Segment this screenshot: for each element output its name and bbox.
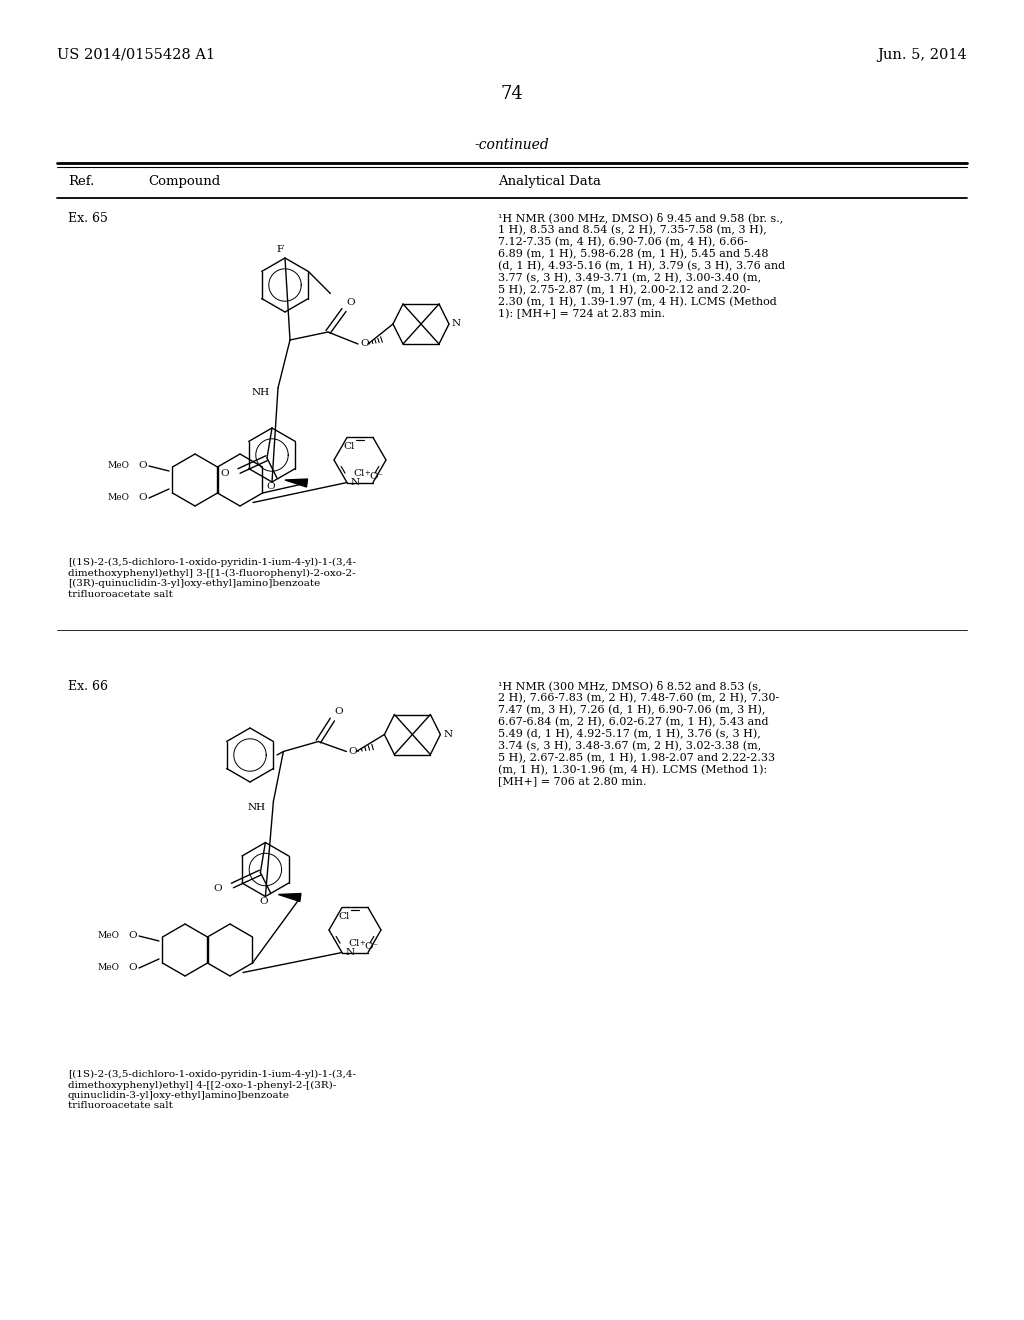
Text: O: O bbox=[128, 964, 137, 973]
Text: Cl: Cl bbox=[353, 469, 365, 478]
Text: Ex. 66: Ex. 66 bbox=[68, 680, 108, 693]
Text: -continued: -continued bbox=[475, 139, 549, 152]
Text: Ref.: Ref. bbox=[68, 176, 94, 187]
Text: MeO: MeO bbox=[106, 494, 129, 503]
Text: N: N bbox=[443, 730, 453, 739]
Text: ¹H NMR (300 MHz, DMSO) δ 8.52 and 8.53 (s,
2 H), 7.66-7.83 (m, 2 H), 7.48-7.60 (: ¹H NMR (300 MHz, DMSO) δ 8.52 and 8.53 (… bbox=[498, 680, 779, 787]
Text: O: O bbox=[346, 298, 354, 308]
Text: N: N bbox=[351, 478, 360, 487]
Text: +: + bbox=[364, 469, 370, 477]
Text: +: + bbox=[359, 939, 365, 946]
Text: 74: 74 bbox=[501, 84, 523, 103]
Text: O: O bbox=[335, 708, 343, 717]
Text: [(1S)-2-(3,5-dichloro-1-oxido-pyridin-1-ium-4-yl)-1-(3,4-
dimethoxyphenyl)ethyl]: [(1S)-2-(3,5-dichloro-1-oxido-pyridin-1-… bbox=[68, 558, 356, 599]
Text: NH: NH bbox=[252, 388, 270, 397]
Text: O: O bbox=[214, 884, 222, 894]
Text: Analytical Data: Analytical Data bbox=[498, 176, 601, 187]
Text: Cl: Cl bbox=[343, 442, 354, 451]
Text: [(1S)-2-(3,5-dichloro-1-oxido-pyridin-1-ium-4-yl)-1-(3,4-
dimethoxyphenyl)ethyl]: [(1S)-2-(3,5-dichloro-1-oxido-pyridin-1-… bbox=[68, 1071, 356, 1110]
Text: Ex. 65: Ex. 65 bbox=[68, 213, 108, 224]
Text: MeO: MeO bbox=[97, 932, 119, 940]
Text: F: F bbox=[276, 246, 284, 253]
Text: MeO: MeO bbox=[97, 964, 119, 973]
Text: O: O bbox=[348, 747, 357, 756]
Text: N: N bbox=[346, 948, 355, 957]
Text: US 2014/0155428 A1: US 2014/0155428 A1 bbox=[57, 48, 215, 62]
Text: Cl: Cl bbox=[338, 912, 349, 921]
Text: O⁻: O⁻ bbox=[369, 473, 383, 480]
Text: O: O bbox=[138, 462, 147, 470]
Text: Jun. 5, 2014: Jun. 5, 2014 bbox=[878, 48, 967, 62]
Text: NH: NH bbox=[247, 804, 265, 813]
Polygon shape bbox=[279, 894, 301, 902]
Text: Cl: Cl bbox=[348, 939, 360, 948]
Text: O: O bbox=[360, 339, 369, 348]
Text: O: O bbox=[128, 932, 137, 940]
Polygon shape bbox=[285, 479, 307, 487]
Text: O: O bbox=[138, 494, 147, 503]
Text: O: O bbox=[260, 896, 268, 906]
Text: Compound: Compound bbox=[148, 176, 220, 187]
Text: ¹H NMR (300 MHz, DMSO) δ 9.45 and 9.58 (br. s.,
1 H), 8.53 and 8.54 (s, 2 H), 7.: ¹H NMR (300 MHz, DMSO) δ 9.45 and 9.58 (… bbox=[498, 213, 785, 319]
Text: O: O bbox=[266, 482, 275, 491]
Text: O: O bbox=[220, 470, 229, 479]
Text: O⁻: O⁻ bbox=[364, 942, 378, 950]
Text: MeO: MeO bbox=[106, 462, 129, 470]
Text: N: N bbox=[452, 319, 461, 329]
